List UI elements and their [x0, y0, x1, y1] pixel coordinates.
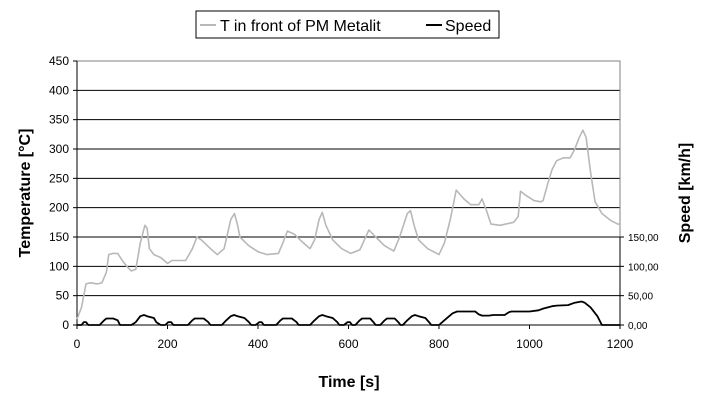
y-tick-label: 200 — [49, 201, 69, 215]
series-line-speed — [77, 300, 620, 326]
y2-tick-label: 50,00 — [628, 292, 653, 303]
y-tick-label: 50 — [56, 289, 70, 303]
y-axis-left: 0 50 100 150 200 250 300 350 400 450 — [49, 54, 78, 332]
x-axis-title: Time [s] — [318, 374, 379, 391]
y-tick-label: 250 — [49, 171, 69, 185]
y-tick-label: 0 — [62, 318, 69, 332]
legend-label-speed: Speed — [445, 18, 491, 35]
x-tick-label: 800 — [429, 337, 449, 351]
y-tick-label: 350 — [49, 113, 69, 127]
legend-box — [195, 10, 500, 39]
series-layer — [76, 129, 620, 326]
x-tick-label: 200 — [157, 337, 177, 351]
legend-label-temperature: T in front of PM Metalit — [220, 18, 381, 35]
y-tick-label: 400 — [49, 83, 69, 97]
x-axis: 0 200 400 600 800 1000 1200 — [74, 324, 634, 351]
y2-tick-label: 100,00 — [628, 262, 659, 273]
x-tick-label: 1000 — [516, 337, 543, 351]
x-tick-label: 1200 — [607, 337, 634, 351]
x-tick-label: 0 — [74, 337, 81, 351]
y-tick-label: 450 — [49, 54, 69, 68]
x-tick-label: 400 — [248, 337, 268, 351]
y-tick-label: 300 — [49, 142, 69, 156]
series-line-temperature — [76, 129, 620, 320]
y2-tick-label: 0,00 — [628, 321, 648, 332]
y2-axis-title: Speed [km/h] — [677, 143, 694, 243]
y-axis-title: Temperature [°C] — [17, 129, 34, 258]
x-tick-label: 600 — [338, 337, 358, 351]
y2-tick-label: 150,00 — [628, 233, 659, 244]
grid — [77, 60, 620, 297]
y-tick-label: 150 — [49, 230, 69, 244]
plot-area — [76, 60, 621, 326]
y-tick-label: 100 — [49, 259, 69, 273]
y-axis-right: 0,00 50,00 100,00 150,00 — [619, 233, 659, 332]
legend: T in front of PM Metalit Speed — [195, 10, 500, 39]
